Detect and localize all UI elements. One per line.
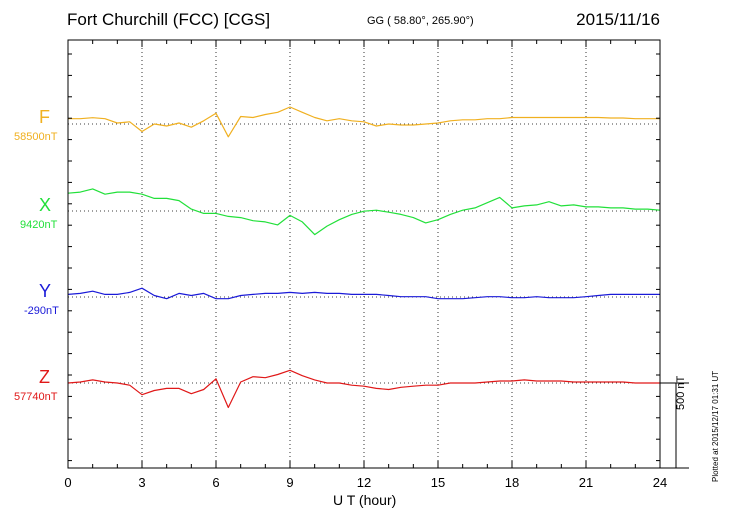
x-tick-label: 24 <box>653 475 667 490</box>
scale-bar-label: 500 nT <box>675 375 687 410</box>
x-tick-label: 21 <box>579 475 593 490</box>
series-line-f <box>68 106 660 138</box>
x-tick-label: 3 <box>138 475 145 490</box>
x-tick-label: 0 <box>64 475 71 490</box>
baseline-label-f: 58500nT <box>14 131 58 143</box>
component-label-z: Z <box>39 367 50 387</box>
baseline-label-y: -290nT <box>24 305 59 317</box>
x-tick-label: 6 <box>212 475 219 490</box>
geographic-coords: GG ( 58.80°, 265.90°) <box>367 15 474 27</box>
series-line-y <box>67 287 660 300</box>
x-tick-label: 9 <box>286 475 293 490</box>
station-title: Fort Churchill (FCC) [CGS] <box>67 10 271 29</box>
x-tick-label: 12 <box>357 475 371 490</box>
baseline-label-x: 9420nT <box>20 219 58 231</box>
x-tick-label: 18 <box>505 475 519 490</box>
component-label-f: F <box>39 107 50 127</box>
baseline-label-z: 57740nT <box>14 391 58 403</box>
grid-lines <box>68 40 660 468</box>
series-line-x <box>67 188 661 236</box>
component-label-x: X <box>39 195 52 215</box>
series-curves <box>67 106 661 409</box>
component-label-y: Y <box>39 281 52 301</box>
series-line-z <box>67 369 660 409</box>
x-axis-label: U T (hour) <box>333 492 397 508</box>
x-tick-label: 15 <box>431 475 445 490</box>
scale-bar <box>660 382 689 469</box>
plot-date: 2015/11/16 <box>576 10 660 29</box>
plotted-timestamp: Plotted at 2015/12/17 01:31 UT <box>711 370 720 482</box>
axis-ticks: 0 3 6 9 12 15 18 21 24 <box>64 40 667 490</box>
